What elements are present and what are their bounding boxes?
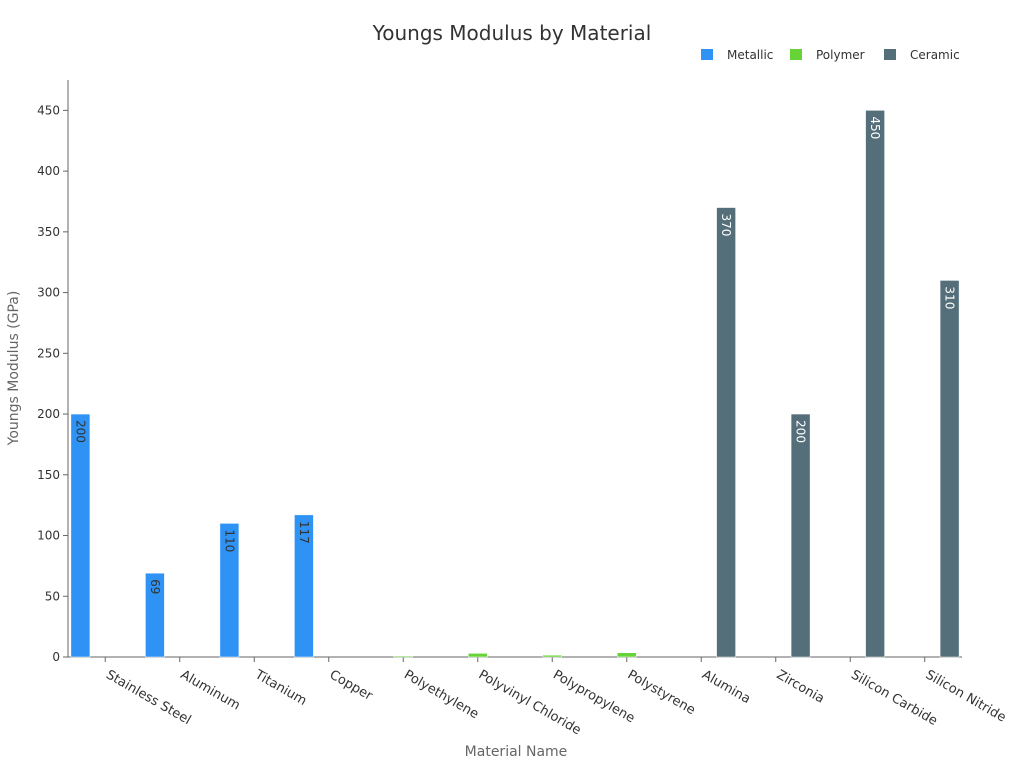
legend-swatch-polymer — [790, 49, 802, 60]
bar-alumina — [716, 207, 736, 658]
bar-silicon-carbide — [865, 110, 885, 658]
data-label-aluminum: 69 — [148, 579, 162, 594]
x-tick-label-alumina: Alumina — [699, 667, 753, 707]
x-tick-label-aluminum: Aluminum — [178, 667, 243, 713]
y-tick-label: 150 — [37, 468, 60, 482]
data-label-zirconia: 200 — [794, 420, 808, 443]
y-tick-label: 100 — [37, 529, 60, 543]
bar-silicon-nitride — [939, 280, 960, 658]
bar-titanium — [219, 523, 240, 658]
legend: Metallic Polymer Ceramic — [701, 48, 960, 62]
bar-polyethylene — [393, 655, 413, 658]
legend-swatch-metallic — [701, 49, 713, 60]
bar-copper — [294, 514, 314, 658]
bar-polyvinyl-chloride — [468, 653, 488, 658]
legend-label-metallic: Metallic — [727, 48, 773, 62]
bar-zirconia — [790, 413, 811, 658]
x-tick-label-zirconia: Zirconia — [774, 667, 827, 706]
x-tick-label-polyethylene: Polyethylene — [401, 667, 481, 722]
bars — [70, 110, 960, 658]
x-tick-label-polystyrene: Polystyrene — [625, 667, 698, 718]
y-tick-label: 450 — [37, 103, 60, 117]
bar-aluminum — [145, 572, 165, 658]
y-tick-label: 300 — [37, 286, 60, 300]
axes — [67, 80, 962, 658]
y-tick-label: 350 — [37, 225, 60, 239]
data-label-silicon-carbide: 450 — [868, 116, 882, 139]
y-tick-label: 0 — [52, 650, 60, 664]
chart-title: Youngs Modulus by Material — [372, 21, 652, 45]
data-label-titanium: 110 — [222, 529, 236, 552]
y-axis-title: Youngs Modulus (GPa) — [6, 291, 22, 447]
bar-stainless-steel — [70, 413, 91, 658]
data-label-copper: 117 — [297, 521, 311, 544]
legend-label-ceramic: Ceramic — [910, 48, 960, 62]
y-tick-label: 50 — [45, 589, 60, 603]
x-tick-label-titanium: Titanium — [251, 667, 309, 709]
data-label-stainless-steel: 200 — [73, 420, 87, 443]
y-ticks: 0 50 100 150 200 250 300 350 400 450 — [37, 103, 68, 664]
data-labels: 200 69 110 117 370 200 450 310 — [73, 116, 956, 594]
bar-polypropylene — [542, 654, 562, 658]
legend-swatch-ceramic — [884, 49, 896, 60]
y-tick-label: 400 — [37, 164, 60, 178]
y-tick-label: 200 — [37, 407, 60, 421]
legend-label-polymer: Polymer — [816, 48, 865, 62]
bar-polystyrene — [617, 652, 637, 658]
y-tick-label: 250 — [37, 346, 60, 360]
x-axis-title: Material Name — [465, 744, 568, 760]
data-label-silicon-nitride: 310 — [943, 286, 957, 309]
x-tick-label-copper: Copper — [327, 667, 376, 704]
data-label-alumina: 370 — [719, 214, 733, 237]
